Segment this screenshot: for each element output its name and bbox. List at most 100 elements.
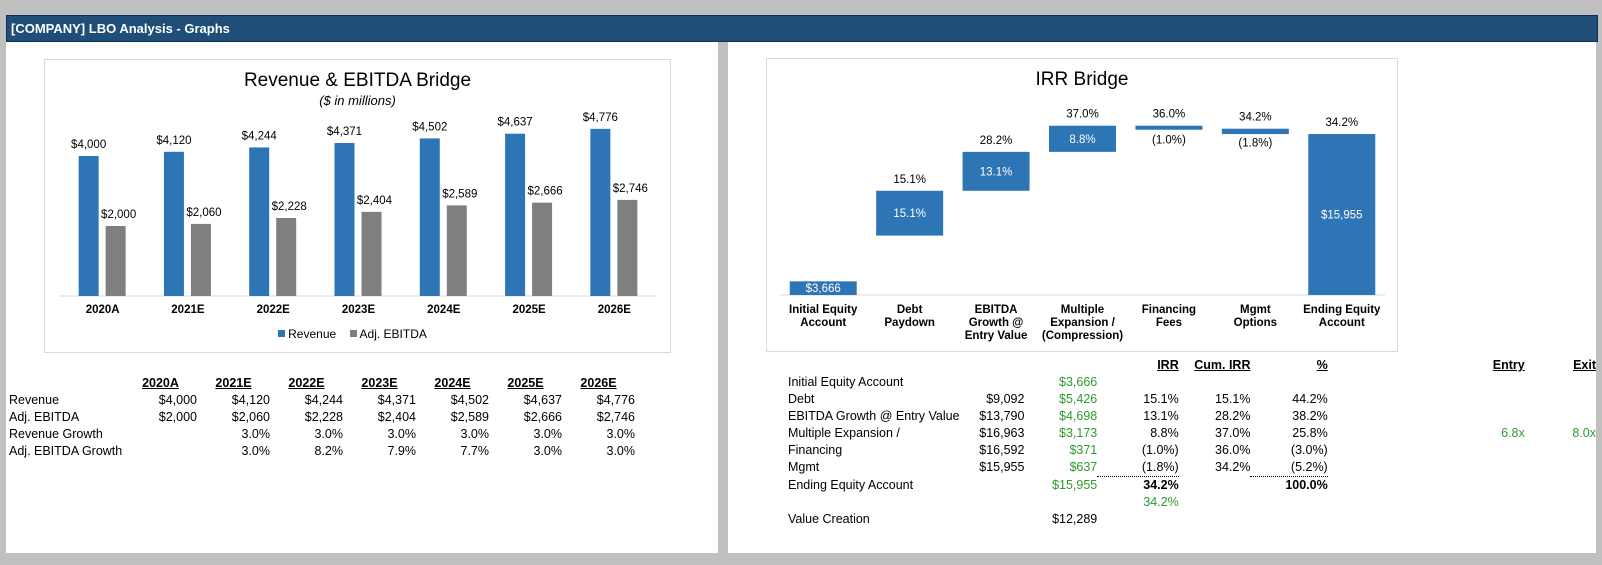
x-tick-label: Account xyxy=(1319,317,1365,329)
x-tick-label: Account xyxy=(800,317,846,329)
irr-bar-inside-label: 15.1% xyxy=(893,208,926,220)
x-tick-label: Growth @ xyxy=(969,317,1024,329)
value-creation-label: Value Creation xyxy=(788,512,870,526)
irr-bridge-bar[interactable] xyxy=(876,190,944,236)
ebitda-bar[interactable] xyxy=(190,223,211,296)
irr-bar-top-label: 37.0% xyxy=(1066,109,1099,121)
projection-row: Revenue Growth 3.0% 3.0% 3.0% 3.0% 3.0% 3.0% xyxy=(9,426,635,443)
equity-value: $16,963 xyxy=(979,426,1025,440)
x-tick-label: Multiple xyxy=(1061,304,1104,316)
x-tick-label: 2023E xyxy=(342,304,376,316)
table-cell: $2,060 xyxy=(231,410,270,424)
entry-multiple: 6.8x xyxy=(1501,426,1525,440)
revenue-bar[interactable] xyxy=(249,147,270,296)
value-contribution: $637 xyxy=(1069,460,1098,475)
table-cell xyxy=(124,426,197,443)
row-label: Revenue Growth xyxy=(9,427,103,441)
table-cell: $2,404 xyxy=(377,410,416,424)
irr-table-row: Mgmt $15,955 $637 (1.8%) 34.2% (5.2%) xyxy=(788,459,1596,477)
table-cell: 3.0% xyxy=(606,427,636,441)
irr-chart[interactable]: IRR Bridge $3,666 Initial Equity Account 15… xyxy=(766,58,1398,352)
x-tick-label: Ending Equity xyxy=(1303,304,1381,316)
table-cell: $4,502 xyxy=(450,393,489,407)
table-cell: $2,746 xyxy=(596,410,635,424)
table-cell: $2,228 xyxy=(304,410,343,424)
irr-bar-inside-label: $3,666 xyxy=(806,283,841,295)
irr-table-row: Initial Equity Account $3,666 xyxy=(788,374,1596,391)
cum-irr-value: 15.1% xyxy=(1215,392,1251,406)
irr-value: 34.2% xyxy=(1097,476,1179,494)
revenue-bar[interactable] xyxy=(419,138,440,296)
equity-value xyxy=(973,374,1025,391)
x-tick-label: Expansion / xyxy=(1050,317,1115,329)
ebitda-bar[interactable] xyxy=(361,211,382,296)
ebitda-bar[interactable] xyxy=(532,202,553,296)
legend-item-ebitda: Adj. EBITDA xyxy=(349,327,427,341)
revenue-chart-subtitle: ($ in millions) xyxy=(319,93,396,108)
entry-header: Entry xyxy=(1492,358,1525,372)
row-label: Adj. EBITDA xyxy=(9,410,80,424)
revenue-bar[interactable] xyxy=(505,133,526,296)
cum-irr-value: 28.2% xyxy=(1215,409,1251,423)
irr-bridge-bar[interactable] xyxy=(1308,134,1376,295)
irr-bridge-bar[interactable] xyxy=(1221,128,1289,135)
ebitda-data-label: $2,666 xyxy=(527,186,562,198)
irr-table-row: Multiple Expansion / $16,963 $3,173 8.8% 37.… xyxy=(788,425,1596,442)
ebitda-bar[interactable] xyxy=(276,218,297,296)
irr-value: 15.1% xyxy=(1143,392,1179,406)
table-cell: 3.0% xyxy=(241,444,271,458)
row-label: Mgmt xyxy=(788,460,820,475)
row-label: Initial Equity Account xyxy=(788,375,904,389)
table-cell: 3.0% xyxy=(533,444,563,458)
ebitda-bar[interactable] xyxy=(617,199,638,296)
value-contribution: $371 xyxy=(1069,443,1098,457)
ebitda-bar[interactable] xyxy=(105,226,126,296)
ebitda-bar[interactable] xyxy=(446,205,467,296)
table-cell: 3.0% xyxy=(606,444,636,458)
revenue-bar[interactable] xyxy=(590,128,611,296)
irr-bridge-bar[interactable] xyxy=(962,151,1030,191)
exit-multiple xyxy=(1525,391,1596,408)
irr-bridge-bar[interactable] xyxy=(1135,125,1203,130)
x-tick-label: Entry Value xyxy=(965,330,1028,342)
row-label: Ending Equity Account xyxy=(788,477,914,492)
value-contribution: $3,666 xyxy=(1059,375,1098,389)
x-tick-label: (Compression) xyxy=(1042,330,1123,342)
revenue-chart-plot: $4,000 $2,000 2020A $4,120 $2,060 2021E $4,244… xyxy=(60,112,657,316)
right-panel: IRR Bridge $3,666 Initial Equity Account 15… xyxy=(728,42,1596,553)
revenue-bar[interactable] xyxy=(334,143,355,296)
table-cell: $2,000 xyxy=(158,410,197,424)
revenue-data-label: $4,776 xyxy=(583,112,618,124)
pct-value xyxy=(1250,374,1327,391)
equity-value xyxy=(973,477,1025,495)
table-cell: $4,776 xyxy=(596,393,635,407)
irr-value: 13.1% xyxy=(1143,409,1179,423)
revenue-bar[interactable] xyxy=(163,151,184,296)
left-panel: Revenue & EBITDA Bridge ($ in millions) … xyxy=(6,42,718,553)
cum-irr-value: 34.2% xyxy=(1215,460,1251,475)
exit-multiple xyxy=(1525,374,1596,391)
equity-value: $9,092 xyxy=(986,392,1025,406)
revenue-bar[interactable] xyxy=(78,156,99,296)
pct-header: % xyxy=(1316,358,1328,372)
row-label: Debt xyxy=(788,392,815,406)
cum-irr-value: 37.0% xyxy=(1215,426,1251,440)
irr-chart-title: IRR Bridge xyxy=(1035,69,1129,90)
year-header: 2021E xyxy=(215,376,252,390)
projection-row: Adj. EBITDA $2,000 $2,060 $2,228 $2,404 $2,58… xyxy=(9,409,635,426)
cum-irr-header: Cum. IRR xyxy=(1194,358,1251,372)
x-tick-label: 2026E xyxy=(598,304,632,316)
irr-bar-top-label: 28.2% xyxy=(980,135,1013,147)
irr-table-row: EBITDA Growth @ Entry Value $13,790 $4,698… xyxy=(788,408,1596,425)
value-creation-value: $12,289 xyxy=(1052,512,1098,526)
table-cell: 3.0% xyxy=(387,427,417,441)
irr-bridge-bar[interactable] xyxy=(789,281,857,295)
irr-bridge-bar[interactable] xyxy=(1049,125,1116,152)
revenue-chart[interactable]: Revenue & EBITDA Bridge ($ in millions) … xyxy=(44,59,671,353)
row-label: Adj. EBITDA Growth xyxy=(9,444,123,458)
row-label: Multiple Expansion / xyxy=(788,426,900,440)
table-cell: $4,120 xyxy=(231,393,270,407)
irr-header-row: IRR Cum. IRR % Entry Exit xyxy=(788,357,1596,374)
irr-bar-inside-label: 13.1% xyxy=(980,166,1013,178)
table-cell: 3.0% xyxy=(460,427,490,441)
